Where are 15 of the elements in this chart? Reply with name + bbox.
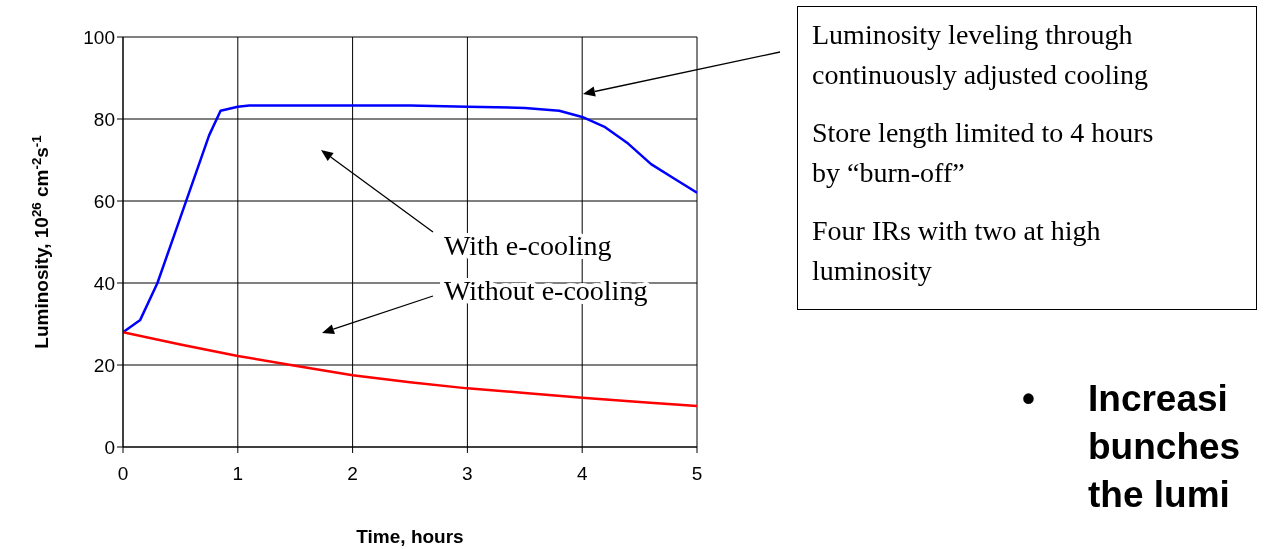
text: • Increasi bunches the lumi — [1022, 378, 1241, 515]
y-tick-label: 40 — [93, 272, 115, 294]
y-tick-label: 0 — [104, 436, 115, 458]
y-tick-label: 60 — [93, 190, 115, 212]
x-tick-label: 4 — [576, 463, 588, 485]
x-tick-label: 5 — [691, 463, 703, 485]
x-tick-label: 2 — [347, 463, 358, 485]
y-tick-label: 100 — [83, 26, 115, 48]
note-box: Luminosity leveling through continuously adjusted cooling Store length limited to 4 hours by “burn-off” Four IRs with two at high luminosity — [797, 6, 1257, 310]
x-tick-label: 1 — [232, 463, 244, 485]
x-tick-label: 0 — [117, 463, 129, 485]
y-tick-label: 80 — [93, 108, 115, 130]
x-axis-title: Time, hours — [356, 526, 464, 547]
y-tick-label: 20 — [93, 354, 115, 376]
x-tick-label: 3 — [462, 463, 473, 485]
